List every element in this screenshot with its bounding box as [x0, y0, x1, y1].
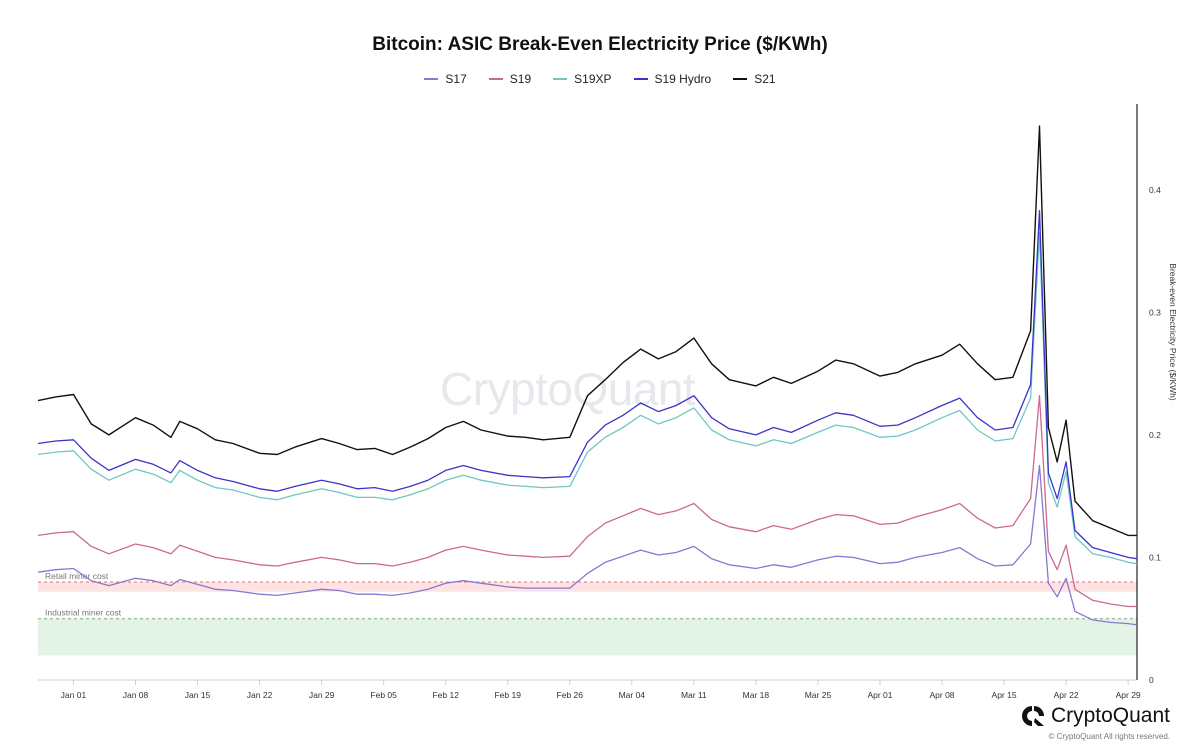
- x-tick-label: Jan 15: [185, 690, 211, 700]
- x-tick-label: Jan 29: [309, 690, 335, 700]
- legend-item-s19-hydro[interactable]: S19 Hydro: [633, 72, 712, 86]
- y-axis-label: Break-even Electricity Price ($/KWh): [1168, 263, 1178, 401]
- y-tick-label: 0.3: [1149, 307, 1161, 317]
- chart-title: Bitcoin: ASIC Break-Even Electricity Pri…: [372, 34, 828, 55]
- legend-label-s21: S21: [754, 72, 776, 86]
- series-line-s19: [37, 395, 1137, 608]
- series-line-s17: [37, 464, 1138, 626]
- x-tick-label: Apr 22: [1054, 690, 1079, 700]
- x-tick-label: Apr 29: [1116, 690, 1141, 700]
- brand: CryptoQuant: [1021, 704, 1170, 728]
- retail-miner-cost-label: Retail miner cost: [45, 571, 109, 581]
- legend-label-s19-hydro: S19 Hydro: [654, 72, 712, 86]
- y-tick-label: 0.2: [1149, 430, 1161, 440]
- x-tick-label: Apr 08: [929, 690, 954, 700]
- y-tick-label: 0.4: [1149, 185, 1161, 195]
- x-tick-label: Mar 25: [805, 690, 832, 700]
- x-tick-label: Jan 22: [247, 690, 273, 700]
- x-tick-label: Mar 18: [743, 690, 770, 700]
- legend-item-s17[interactable]: S17: [424, 72, 467, 86]
- x-tick-label: Apr 01: [867, 690, 892, 700]
- series-line-s21: [37, 125, 1137, 537]
- brand-name: CryptoQuant: [1050, 704, 1170, 727]
- x-tick-label: Apr 15: [992, 690, 1017, 700]
- copyright: © CryptoQuant All rights reserved.: [1048, 732, 1171, 741]
- x-tick-label: Feb 12: [432, 690, 459, 700]
- legend-label-s19xp: S19XP: [574, 72, 612, 86]
- legend-swatch-s21: [733, 78, 748, 80]
- cryptoquant-logo-icon: [1021, 706, 1044, 726]
- x-tick-label: Feb 05: [370, 690, 397, 700]
- industrial-miner-cost-band: [38, 618, 1137, 656]
- chart-legend: S17 S19 S19XP S19 Hydro S21: [0, 72, 1200, 86]
- legend-swatch-s19xp: [553, 78, 568, 80]
- legend-swatch-s19: [488, 78, 503, 80]
- x-tick-label: Feb 26: [557, 690, 584, 700]
- legend-swatch-s19-hydro: [633, 78, 648, 80]
- legend-label-s19: S19: [509, 72, 532, 86]
- watermark: CryptoQuant: [440, 363, 696, 415]
- legend-item-s21[interactable]: S21: [733, 72, 776, 86]
- legend-label-s17: S17: [445, 72, 467, 86]
- x-tick-label: Feb 19: [494, 690, 521, 700]
- industrial-miner-cost-label: Industrial miner cost: [45, 608, 122, 618]
- legend-item-s19[interactable]: S19: [488, 72, 532, 86]
- x-tick-label: Jan 01: [61, 690, 87, 700]
- x-tick-label: Mar 04: [619, 690, 646, 700]
- legend-swatch-s17: [424, 78, 439, 80]
- x-tick-label: Jan 08: [123, 690, 149, 700]
- legend-item-s19xp[interactable]: S19XP: [553, 72, 612, 86]
- y-tick-label: 0: [1149, 675, 1154, 685]
- retail-miner-cost-band: [38, 581, 1137, 592]
- series-line-s19xp: [37, 232, 1138, 565]
- x-tick-label: Mar 11: [681, 690, 707, 700]
- series-line-s19-hydro: [37, 209, 1138, 560]
- y-tick-label: 0.1: [1149, 552, 1161, 562]
